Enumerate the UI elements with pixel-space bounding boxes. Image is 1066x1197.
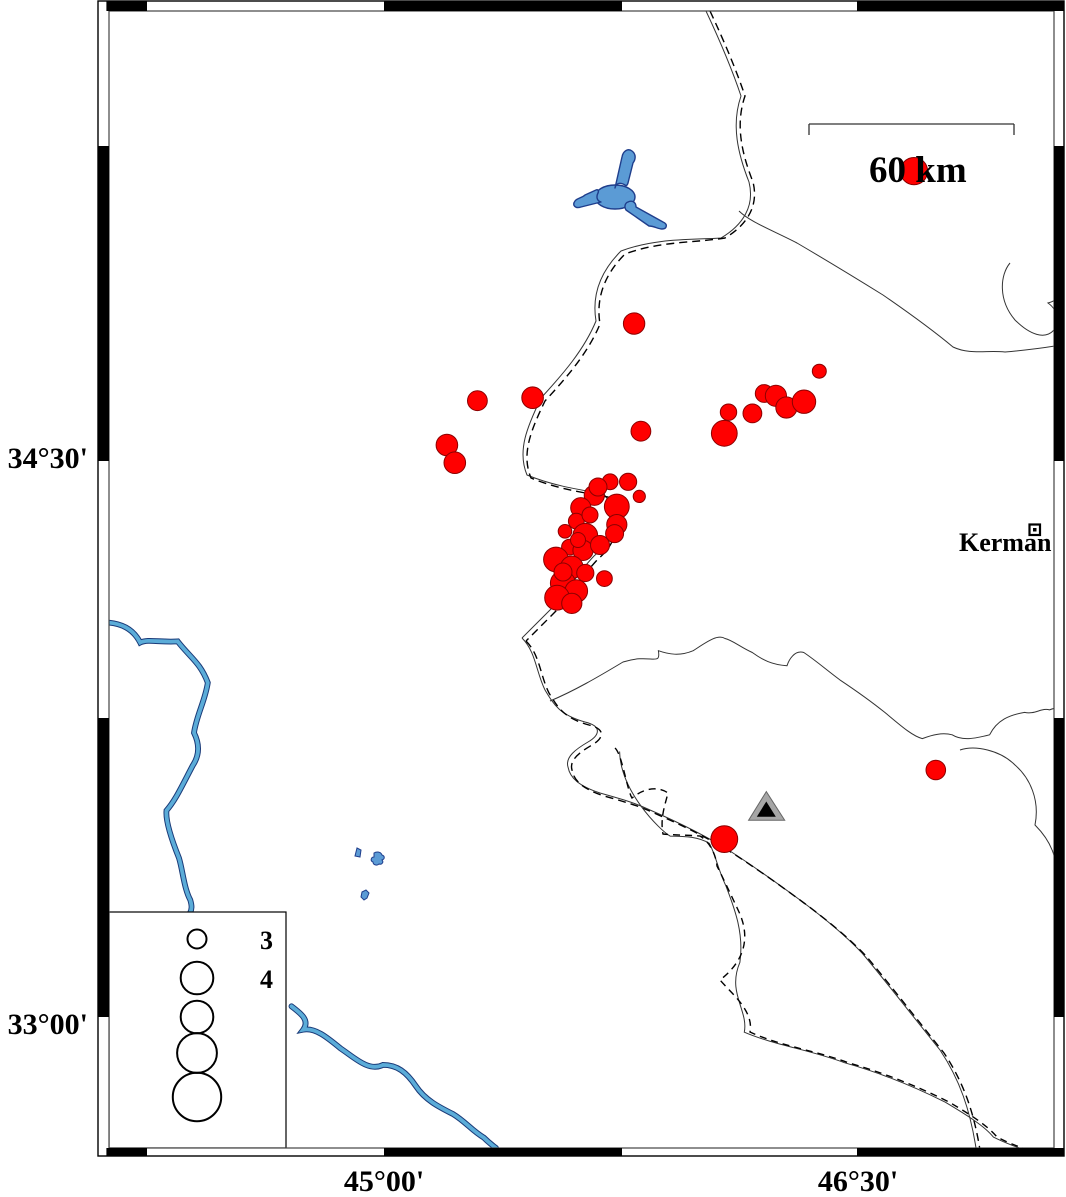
- svg-text:33°00': 33°00': [8, 1008, 88, 1041]
- svg-text:46°30': 46°30': [818, 1165, 898, 1197]
- svg-text:3: 3: [260, 926, 273, 955]
- svg-text:60 km: 60 km: [869, 150, 967, 191]
- svg-text:34°30': 34°30': [8, 442, 88, 475]
- svg-text:Kerman: Kerman: [959, 528, 1052, 557]
- svg-text:4: 4: [260, 965, 273, 994]
- svg-text:45°00': 45°00': [344, 1165, 424, 1197]
